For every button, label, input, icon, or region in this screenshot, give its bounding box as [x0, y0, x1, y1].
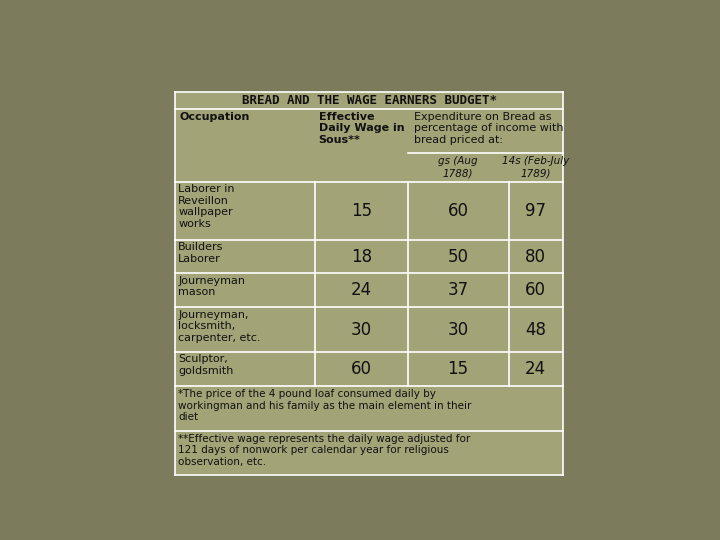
- Text: Journeyman
mason: Journeyman mason: [179, 276, 246, 298]
- Text: 60: 60: [525, 281, 546, 299]
- Text: 60: 60: [448, 202, 469, 220]
- Text: 97: 97: [525, 202, 546, 220]
- Text: 24: 24: [525, 360, 546, 378]
- Text: 80: 80: [525, 247, 546, 266]
- Text: 15: 15: [351, 202, 372, 220]
- Text: Occupation: Occupation: [179, 112, 250, 122]
- Text: 48: 48: [525, 321, 546, 339]
- Text: 60: 60: [351, 360, 372, 378]
- Text: Expenditure on Bread as
percentage of income with
bread priced at:: Expenditure on Bread as percentage of in…: [414, 112, 564, 145]
- Text: gs (Aug
1788): gs (Aug 1788): [438, 157, 478, 178]
- Bar: [175, 92, 563, 475]
- Text: 50: 50: [448, 247, 469, 266]
- Text: Journeyman,
locksmith,
carpenter, etc.: Journeyman, locksmith, carpenter, etc.: [179, 309, 261, 343]
- Text: 37: 37: [448, 281, 469, 299]
- Text: **Effective wage represents the daily wage adjusted for
121 days of nonwork per : **Effective wage represents the daily wa…: [179, 434, 471, 467]
- Text: 14s (Feb-July
1789): 14s (Feb-July 1789): [502, 157, 570, 178]
- Text: 30: 30: [448, 321, 469, 339]
- Text: BREAD AND THE WAGE EARNERS BUDGET*: BREAD AND THE WAGE EARNERS BUDGET*: [241, 94, 497, 107]
- Text: Laborer in
Reveillon
wallpaper
works: Laborer in Reveillon wallpaper works: [179, 184, 235, 229]
- Text: Sculptor,
goldsmith: Sculptor, goldsmith: [179, 354, 234, 376]
- Text: 24: 24: [351, 281, 372, 299]
- Text: 18: 18: [351, 247, 372, 266]
- Text: Builders
Laborer: Builders Laborer: [179, 242, 224, 264]
- Text: 30: 30: [351, 321, 372, 339]
- Text: Effective
Daily Wage in
Sous**: Effective Daily Wage in Sous**: [319, 112, 404, 145]
- Text: 15: 15: [448, 360, 469, 378]
- Text: *The price of the 4 pound loaf consumed daily by
workingman and his family as th: *The price of the 4 pound loaf consumed …: [179, 389, 472, 422]
